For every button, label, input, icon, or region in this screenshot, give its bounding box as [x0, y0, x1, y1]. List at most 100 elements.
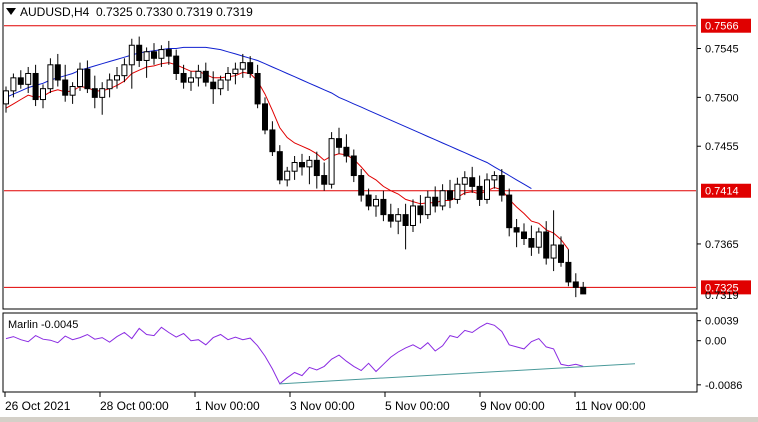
- bull-candle-body: [217, 79, 224, 90]
- candle: [417, 195, 424, 224]
- bull-candle-body: [188, 77, 194, 83]
- candle: [165, 40, 172, 65]
- candle: [188, 71, 194, 91]
- bull-candle-body: [143, 51, 150, 61]
- candle: [336, 127, 342, 154]
- candle: [580, 281, 587, 295]
- bear-candle-body: [180, 72, 187, 83]
- bear-candle-body: [32, 72, 39, 101]
- bear-candle-body: [91, 88, 98, 98]
- bear-candle-body: [151, 51, 157, 59]
- bull-candle-body: [3, 90, 9, 105]
- bear-candle-body: [387, 214, 394, 222]
- x-tick-label: 9 Nov 00:00: [480, 399, 545, 413]
- candle: [232, 62, 239, 85]
- candle: [99, 82, 106, 115]
- collapse-triangle-icon[interactable]: [6, 8, 16, 15]
- bull-candle-body: [328, 138, 335, 185]
- candle: [84, 60, 91, 94]
- price-level-label: 0.7325: [705, 282, 739, 294]
- candle: [254, 64, 261, 109]
- bull-candle-body: [40, 88, 46, 101]
- price-level-tag: [701, 18, 751, 33]
- candle: [77, 62, 83, 91]
- candle: [40, 84, 46, 109]
- candle: [143, 47, 150, 78]
- candle: [239, 53, 246, 78]
- candle: [328, 132, 335, 189]
- support-trendline: [279, 363, 636, 385]
- bear-candle-body: [572, 281, 579, 288]
- candle: [402, 203, 409, 250]
- bear-candle-body: [343, 146, 350, 157]
- price-level-label: 0.7414: [705, 186, 739, 198]
- slow-ma-line: [5, 46, 532, 190]
- bear-candle-body: [62, 79, 69, 96]
- candle: [476, 175, 483, 206]
- candle: [3, 86, 9, 113]
- bear-candle-body: [558, 244, 564, 263]
- price-level-label: 0.7566: [705, 21, 739, 33]
- bear-candle-body: [380, 198, 387, 216]
- x-tick-label: 26 Oct 2021: [5, 399, 71, 413]
- y-tick-label: 0.7365: [705, 239, 739, 251]
- candle: [306, 156, 313, 185]
- bear-candle-body: [469, 177, 476, 187]
- candle: [291, 156, 298, 180]
- candle: [54, 53, 61, 87]
- bear-candle-body: [54, 64, 61, 81]
- candle: [17, 70, 24, 89]
- price-level-tag: [701, 280, 751, 295]
- bear-candle-body: [165, 49, 172, 57]
- x-tick-label: 11 Nov 00:00: [575, 399, 646, 413]
- bull-candle-body: [461, 177, 468, 185]
- candle: [210, 71, 217, 104]
- candle: [136, 36, 143, 67]
- bull-candle-body: [10, 77, 17, 92]
- bear-candle-body: [136, 44, 143, 61]
- candle: [432, 186, 439, 213]
- indicator-tick-label: 0.00: [705, 336, 726, 348]
- main-panel[interactable]: [2, 2, 698, 310]
- bear-candle-body: [580, 286, 587, 295]
- candle: [91, 75, 98, 109]
- candle: [528, 225, 535, 256]
- candle: [469, 166, 476, 193]
- y-tick-label: 0.7545: [705, 44, 739, 56]
- bear-candle-body: [84, 68, 91, 90]
- bear-candle-body: [513, 227, 520, 233]
- bear-candle-body: [336, 138, 342, 148]
- bull-candle-body: [439, 190, 446, 207]
- bull-candle-body: [69, 86, 76, 96]
- bear-candle-body: [276, 151, 283, 181]
- candle: [513, 218, 520, 248]
- candle: [380, 190, 387, 222]
- candle: [395, 208, 402, 235]
- bear-candle-body: [417, 205, 424, 216]
- x-tick-label: 1 Nov 00:00: [195, 399, 260, 413]
- candle: [114, 66, 120, 89]
- candle: [313, 151, 320, 189]
- bull-candle-body: [535, 231, 542, 248]
- candle: [284, 166, 291, 187]
- bull-candle-body: [195, 70, 202, 79]
- current-price-label: 0.7319: [705, 290, 739, 302]
- indicator-panel[interactable]: [2, 312, 698, 393]
- candle: [217, 75, 224, 96]
- bull-candle-body: [491, 175, 498, 181]
- axis-layer: 0.7545 0.7500 0.7455 0.7365 0.7566 0.7414 0.73…: [4, 18, 751, 413]
- candle: [62, 64, 69, 102]
- candle: [558, 236, 564, 267]
- candle: [151, 43, 157, 65]
- bull-candle-body: [239, 62, 246, 70]
- main-chart-layer: [3, 25, 696, 298]
- candle: [447, 179, 453, 209]
- bull-candle-body: [25, 72, 32, 85]
- candle: [128, 38, 135, 89]
- candle: [343, 134, 350, 163]
- candle: [535, 227, 542, 254]
- candle: [276, 145, 283, 185]
- candle: [572, 273, 579, 298]
